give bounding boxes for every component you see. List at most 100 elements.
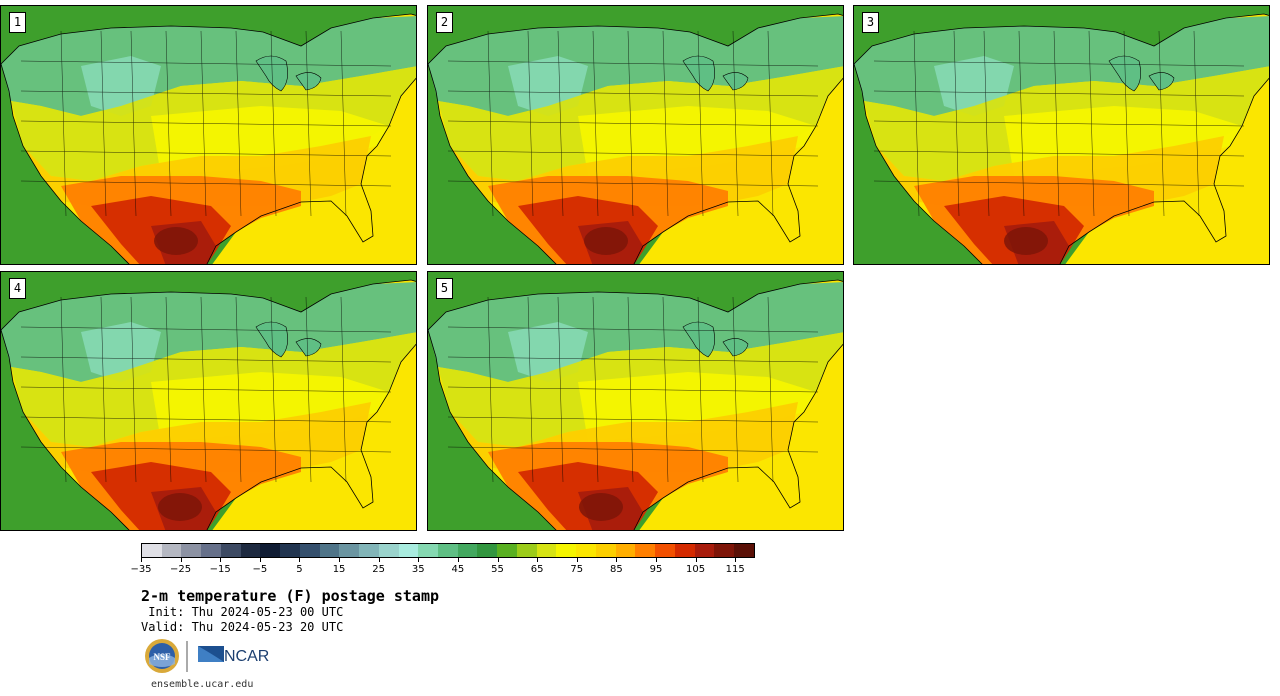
colorbar-tick-label: 75 [570,564,584,575]
colorbar-segment [694,544,715,557]
colorbar-segment [457,544,478,557]
colorbar-tick [655,558,657,562]
colorbar-segment [438,544,458,557]
colorbar-segment [576,544,596,557]
state-borders [447,30,819,217]
nsf-logo-text: NSF [153,652,171,662]
coastline [854,13,1269,264]
postage-stamp-panel-4: 4 [0,271,417,531]
colorbar-segment [161,544,182,557]
ncar-logo-text: NCAR [224,648,269,665]
colorbar-segment [516,544,537,557]
nsf-logo-icon: NSF [145,639,179,673]
colorbar-tick-label: 45 [451,564,465,575]
atlantic-gulf-ocean [212,344,416,530]
colorbar-segment [280,544,300,557]
coastline [1,279,416,530]
colorbar-tick [299,558,301,562]
colorbar-segment [655,544,675,557]
great-lakes [722,338,749,357]
colorbar-segment [477,544,498,557]
colorbar-tick [220,558,222,562]
atlantic-gulf-ocean [1065,78,1269,264]
sponsor-logos: NSF NCAR [144,638,274,674]
colorbar-tick-label: 65 [530,564,544,575]
colorbar-segment [635,544,656,557]
ncar-logo-icon: NCAR [198,646,269,665]
state-borders [873,30,1245,217]
colorbar-segment [201,544,221,557]
panel-number-label: 5 [436,278,453,299]
colorbar-tick [576,558,578,562]
colorbar-segment [714,544,735,557]
colorbar-segment [595,544,616,557]
panel-number-label: 1 [9,12,26,33]
postage-stamp-panel-3: 3 [853,5,1270,265]
colorbar-segment [220,544,241,557]
colorbar-tick-label: 35 [411,564,425,575]
colorbar-segment [418,544,439,557]
postage-stamp-panel-2: 2 [427,5,844,265]
colorbar-tick-label: −25 [170,564,192,575]
colorbar-tick-label: 85 [609,564,623,575]
colorbar-tick [418,558,420,562]
product-title: 2-m temperature (F) postage stamp [141,587,440,605]
colorbar-segment [339,544,360,557]
great-lakes [1148,72,1175,91]
colorbar-tick [378,558,380,562]
hot-core [158,493,202,521]
colorbar-tick [457,558,459,562]
init-time: Init: Thu 2024-05-23 00 UTC [141,605,344,619]
colorbar-segment [260,544,281,557]
atlantic-gulf-ocean [212,78,416,264]
colorbar-segment [497,544,517,557]
coastline [1,13,416,264]
colorbar-tick [180,558,182,562]
great-lakes [295,338,322,357]
colorbar-segment [734,544,754,557]
colorbar-tick [616,558,618,562]
colorbar-segment [556,544,577,557]
state-borders [20,296,392,483]
colorbar-tick-label: −5 [252,564,268,575]
state-borders [20,30,392,217]
panel-number-label: 4 [9,278,26,299]
state-borders [447,296,819,483]
colorbar-segment [378,544,399,557]
atlantic-gulf-ocean [639,344,843,530]
hot-core [584,227,628,255]
colorbar-tick-label: 105 [686,564,706,575]
colorbar-tick [259,558,261,562]
colorbar-segment [319,544,340,557]
valid-time: Valid: Thu 2024-05-23 20 UTC [141,620,344,634]
colorbar-tick [141,558,142,562]
colorbar-tick-label: 115 [725,564,745,575]
postage-stamp-panel-5: 5 [427,271,844,531]
coastline [428,279,843,530]
colorbar-segment [615,544,636,557]
colorbar-tick [695,558,697,562]
hot-core [579,493,623,521]
hot-core [154,227,198,255]
colorbar-tick-label: 25 [372,564,386,575]
website-url[interactable]: ensemble.ucar.edu [151,679,254,690]
colorbar-segment [240,544,261,557]
colorbar-segment [398,544,419,557]
colorbar-segment [299,544,320,557]
colorbar-segment [181,544,202,557]
colorbar-tick [339,558,341,562]
atlantic-gulf-ocean [639,78,843,264]
colorbar-segment [359,544,379,557]
colorbar-tick-label: 55 [491,564,504,575]
great-lakes [295,72,322,91]
colorbar-tick [497,558,499,562]
colorbar-tick-label: 5 [296,564,303,575]
colorbar-tick-labels: −35 −25 −15 −5 5 15 25 35 45 55 65 75 85 95 105 115 [130,558,755,576]
colorbar-tick-label: −15 [209,564,231,575]
colorbar-segment [674,544,695,557]
colorbar-tick-label: −35 [130,564,152,575]
colorbar-tick [735,558,737,562]
colorbar-tick-label: 95 [649,564,663,575]
coastline [428,13,843,264]
colorbar-tick [537,558,539,562]
